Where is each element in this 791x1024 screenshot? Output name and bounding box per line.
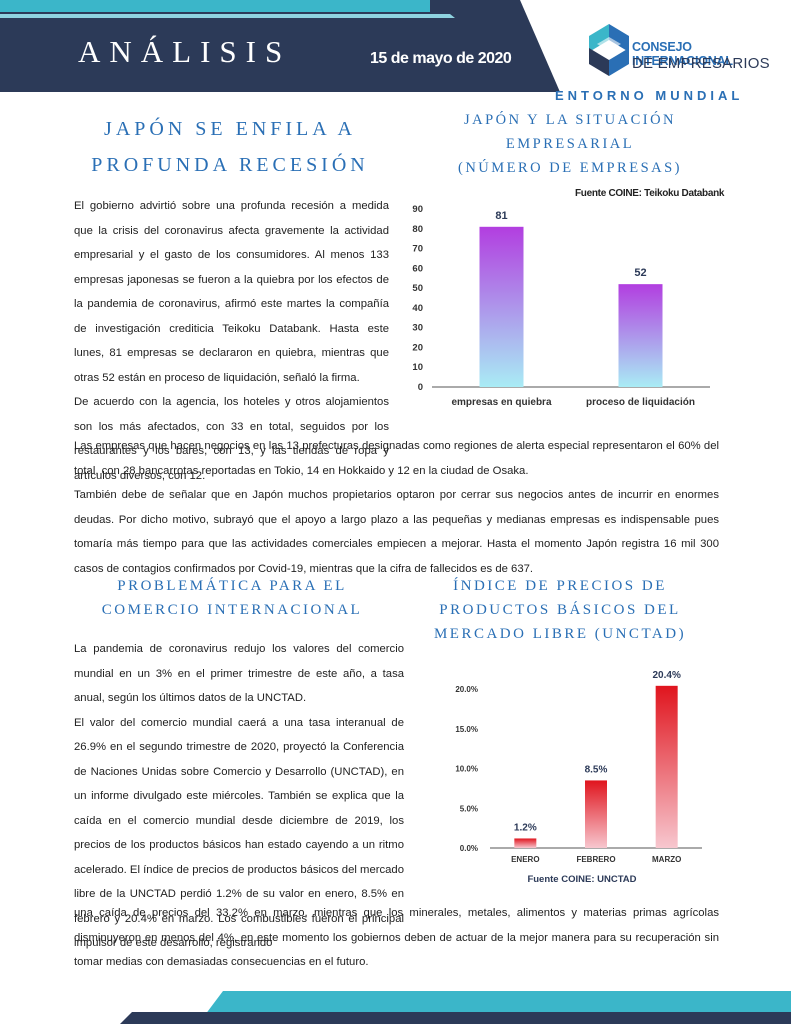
logo-text-line2: DE EMPRESARIOS [632, 55, 770, 72]
article2-title-line2: COMERCIO INTERNACIONAL [101, 602, 363, 618]
data-label: 52 [634, 267, 646, 279]
y-tick-label: 0 [418, 382, 423, 393]
y-tick-label: 30 [412, 323, 423, 334]
y-tick-label: 10.0% [455, 765, 478, 774]
data-label: 20.4% [652, 670, 680, 681]
chart2-heading-line1: ÍNDICE DE PRECIOS DE [453, 578, 667, 594]
bar [479, 226, 524, 387]
y-tick-label: 70 [412, 244, 423, 255]
article2-body-narrow: La pandemia de coronavirus redujo los va… [74, 637, 404, 956]
bar [585, 780, 607, 848]
chart2-heading-line3: MERCADO LIBRE (UNCTAD) [433, 626, 687, 642]
paragraph: La pandemia de coronavirus redujo los va… [74, 643, 404, 704]
category-label: ENERO [511, 855, 539, 864]
paragraph: El gobierno advirtió sobre una profunda … [74, 200, 389, 384]
y-tick-label: 10 [412, 362, 423, 373]
chart2-heading-line2: PRODUCTOS BÁSICOS DEL [439, 602, 681, 618]
paragraph: El valor del comercio mundial caerá a un… [74, 716, 404, 950]
y-tick-label: 90 [412, 204, 423, 215]
y-tick-label: 60 [412, 263, 423, 274]
category-label: MARZO [652, 855, 681, 864]
bar [618, 284, 663, 387]
data-label: 81 [495, 210, 507, 222]
footer-banner [120, 1012, 791, 1024]
paragraph: una caída de precios del 33.2% en marzo,… [74, 907, 719, 968]
coine-logo-icon [589, 24, 629, 76]
category-label: empresas en quiebra [451, 397, 551, 408]
chart1-source: Fuente COINE: Teikoku Databank [575, 188, 725, 199]
bar [514, 838, 537, 848]
y-tick-label: 20 [412, 342, 423, 353]
article1-body-narrow: El gobierno advirtió sobre una profunda … [74, 194, 389, 488]
article2-body-wide: una caída de precios del 33.2% en marzo,… [74, 901, 719, 975]
chart-business-situation: 0 10 20 30 40 50 60 70 80 90 81 empresas en quiebra… [412, 204, 710, 408]
bar [655, 685, 678, 848]
footer-stripe [205, 991, 791, 1015]
chart1-heading-line2: EMPRESARIAL [505, 136, 635, 152]
article-title-line2: PROFUNDA RECESIÓN [91, 154, 369, 176]
y-tick-label: 80 [412, 224, 423, 235]
logo-text-line1: CONSEJO INTERNACIONAL [632, 40, 733, 68]
data-label: 1.2% [514, 822, 537, 833]
chart1-heading-line1: JAPÓN Y LA SITUACIÓN [463, 112, 677, 128]
y-tick-label: 15.0% [455, 725, 478, 734]
data-label: 8.5% [585, 764, 608, 775]
article2-title-line1: PROBLEMÁTICA PARA EL [117, 578, 347, 594]
issue-date: 15 de mayo de 2020 [370, 50, 512, 67]
paragraph: También debe de señalar que en Japón muc… [74, 489, 719, 575]
y-tick-label: 40 [412, 303, 423, 314]
y-tick-label: 20.0% [455, 685, 478, 694]
article1-body-wide: Las empresas que hacen negocios en las 1… [74, 434, 719, 581]
header-stripe-thin [0, 14, 455, 18]
paragraph: Las empresas que hacen negocios en las 1… [74, 440, 719, 477]
section-title: ANÁLISIS [78, 34, 292, 69]
chart-commodity-price-index: 0.0% 5.0% 10.0% 15.0% 20.0% 1.2% ENERO 8.5% FEBR… [455, 670, 702, 885]
chart1-heading-line3: (NÚMERO DE EMPRESAS) [457, 160, 682, 176]
category-label: ENTORNO MUNDIAL [555, 88, 744, 103]
paragraph: De acuerdo con la agencia, los hoteles y… [74, 396, 389, 482]
article-title-line1: JAPÓN SE ENFILA A [104, 118, 356, 140]
chart2-source: Fuente COINE: UNCTAD [527, 874, 636, 885]
category-label: proceso de liquidación [586, 397, 695, 408]
header-stripe [0, 0, 430, 12]
y-tick-label: 0.0% [460, 844, 478, 853]
y-tick-label: 5.0% [460, 804, 478, 813]
y-tick-label: 50 [412, 283, 423, 294]
category-label: FEBRERO [576, 855, 615, 864]
